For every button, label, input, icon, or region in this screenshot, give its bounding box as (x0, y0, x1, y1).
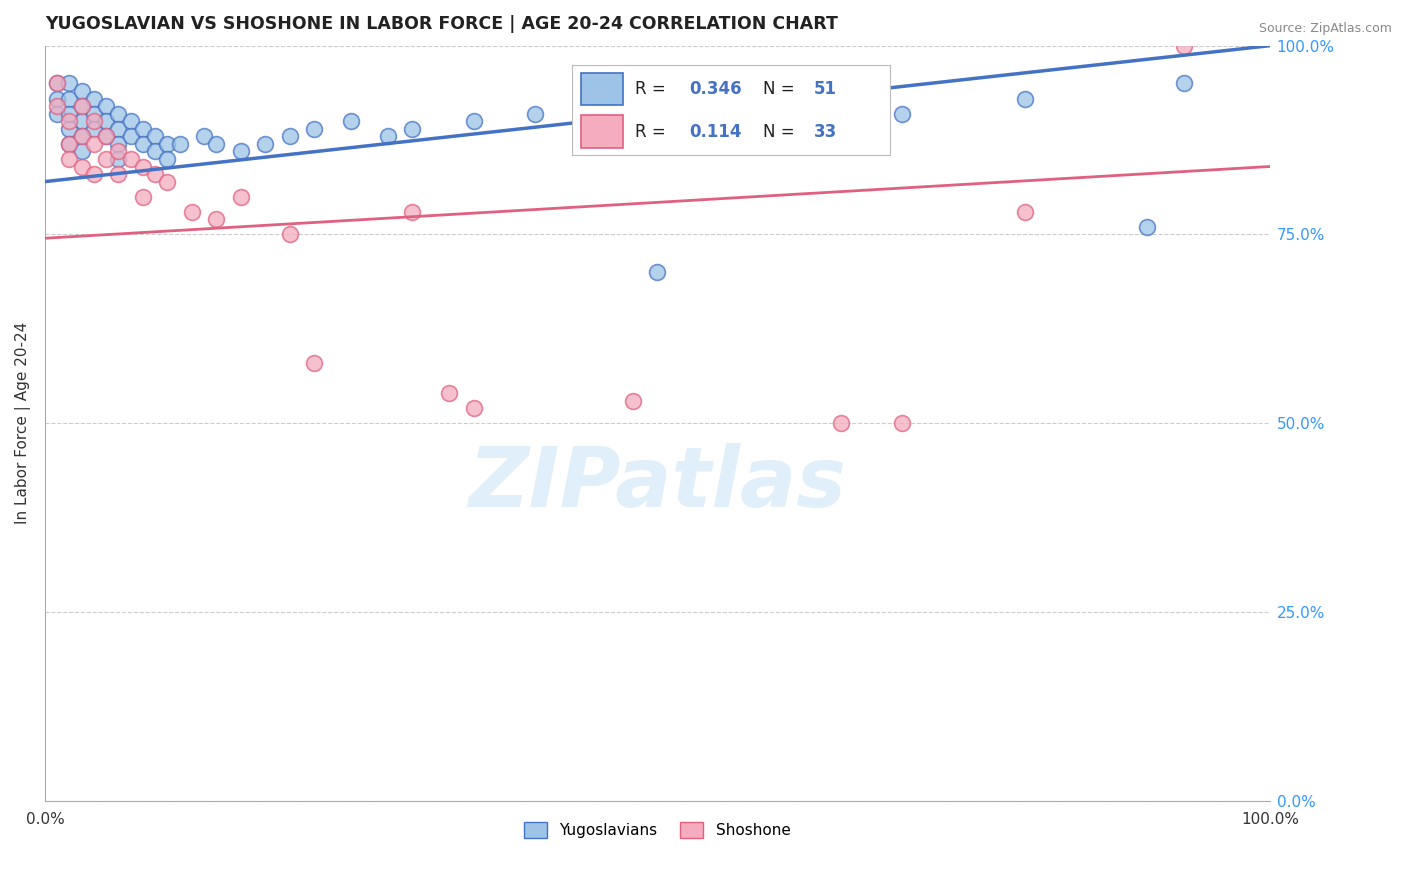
Point (193, 129, 215, 144)
Point (463, 114, 485, 128)
Point (132, 121, 155, 136)
Point (132, 160, 155, 174)
Point (94, 99, 117, 113)
Point (83, 136, 105, 151)
Point (143, 145, 166, 159)
Point (205, 212, 228, 227)
Point (304, 356, 326, 370)
Point (107, 106, 129, 120)
Point (1173, 77, 1195, 91)
Point (523, 106, 546, 120)
Point (83, 106, 105, 120)
Point (70, 99, 93, 113)
Point (120, 152, 142, 166)
Point (120, 129, 142, 144)
Point (46, 99, 69, 113)
Point (401, 121, 423, 136)
Point (58, 121, 80, 136)
Point (83, 91, 105, 105)
Point (143, 129, 166, 144)
Point (83, 121, 105, 136)
Point (107, 152, 129, 166)
Point (58, 106, 80, 120)
Point (58, 136, 80, 151)
Point (156, 136, 179, 151)
Point (229, 190, 252, 204)
Point (46, 77, 69, 91)
Point (70, 114, 93, 128)
Point (707, 114, 730, 128)
Point (46, 106, 69, 120)
Point (107, 136, 129, 151)
Point (304, 121, 326, 136)
Point (83, 114, 105, 128)
Point (621, 393, 644, 408)
Point (180, 204, 202, 219)
Point (58, 114, 80, 128)
Point (70, 145, 93, 159)
Point (1136, 219, 1159, 234)
Point (70, 129, 93, 144)
Point (1014, 204, 1036, 219)
Text: ZIPatlas: ZIPatlas (468, 443, 846, 524)
Point (437, 386, 460, 401)
Point (278, 227, 301, 242)
Point (891, 106, 914, 120)
Point (156, 175, 179, 189)
Point (830, 417, 852, 431)
Point (70, 129, 93, 144)
Text: YUGOSLAVIAN VS SHOSHONE IN LABOR FORCE | AGE 20-24 CORRELATION CHART: YUGOSLAVIAN VS SHOSHONE IN LABOR FORCE |… (45, 15, 838, 33)
Point (1173, 38, 1195, 53)
Point (70, 160, 93, 174)
Point (229, 145, 252, 159)
Point (401, 204, 423, 219)
Point (891, 417, 914, 431)
Point (132, 190, 155, 204)
Point (46, 77, 69, 91)
Y-axis label: In Labor Force | Age 20-24: In Labor Force | Age 20-24 (15, 322, 31, 524)
Legend: Yugoslavians, Shoshone: Yugoslavians, Shoshone (516, 815, 799, 847)
Point (107, 121, 129, 136)
Point (70, 99, 93, 113)
Point (143, 167, 166, 181)
Point (107, 167, 129, 181)
Point (769, 99, 792, 113)
Point (169, 136, 191, 151)
Point (94, 114, 117, 128)
Point (647, 265, 669, 279)
Point (120, 114, 142, 128)
Point (83, 167, 105, 181)
Point (94, 129, 117, 144)
Point (340, 114, 363, 128)
Point (58, 136, 80, 151)
Point (70, 84, 93, 98)
Point (58, 91, 80, 105)
Point (463, 401, 485, 416)
Text: Source: ZipAtlas.com: Source: ZipAtlas.com (1258, 22, 1392, 36)
Point (94, 152, 117, 166)
Point (107, 145, 129, 159)
Point (254, 136, 277, 151)
Point (585, 99, 607, 113)
Point (156, 152, 179, 166)
Point (278, 129, 301, 144)
Point (132, 136, 155, 151)
Point (58, 77, 80, 91)
Point (205, 136, 228, 151)
Point (1014, 91, 1036, 105)
Point (94, 129, 117, 144)
Point (46, 91, 69, 105)
Point (377, 129, 399, 144)
Point (58, 152, 80, 166)
